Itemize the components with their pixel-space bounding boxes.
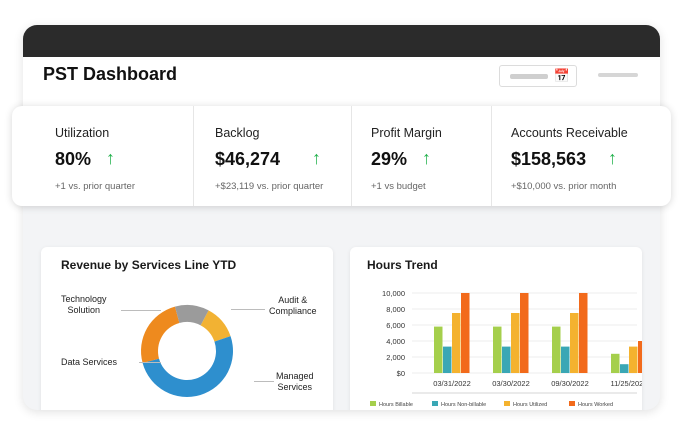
legend-label: Hours Non-billable <box>441 402 486 408</box>
bar-2-1 <box>561 346 570 373</box>
leader-line-data <box>139 362 161 363</box>
bar-1-0 <box>493 326 502 373</box>
kpi-label: Backlog <box>215 126 260 140</box>
kpi-divider <box>193 106 194 206</box>
y-tick-label: 8,000 <box>386 305 405 314</box>
y-tick-label: 2,000 <box>386 353 405 362</box>
trend-up-icon: ↑ <box>312 148 321 168</box>
trend-up-icon: ↑ <box>422 148 431 168</box>
kpi-label: Profit Margin <box>371 126 442 140</box>
bar-0-1 <box>443 346 452 373</box>
kpi-comparison: +$23,119 vs. prior quarter <box>215 181 324 192</box>
kpi-value: 29% <box>371 149 408 169</box>
donut-slice-0 <box>200 310 231 342</box>
bar-1-1 <box>502 346 511 373</box>
leader-line-technology <box>121 310 161 311</box>
trend-up-icon: ↑ <box>106 148 115 168</box>
kpi-backlog: Backlog $46,274 ↑ +$23,119 vs. prior qua… <box>194 106 350 206</box>
leader-line-managed <box>254 381 274 382</box>
revenue-chart-title: Revenue by Services Line YTD <box>61 258 237 272</box>
legend-label: Hours Utilized <box>513 402 547 408</box>
kpi-label: Utilization <box>55 126 110 140</box>
bar-3-2 <box>629 346 638 373</box>
calendar-icon[interactable]: 📅 <box>553 68 570 83</box>
y-tick-label: 6,000 <box>386 321 405 330</box>
legend-swatch <box>370 401 376 406</box>
donut-slice-1 <box>142 336 233 397</box>
kpi-profit-margin: Profit Margin 29% ↑ +1 vs budget <box>352 106 490 206</box>
kpi-accounts-receivable: Accounts Receivable $158,563 ↑ +$10,000 … <box>492 106 671 206</box>
kpi-value: 80% <box>55 149 92 169</box>
kpi-comparison: +1 vs budget <box>371 181 426 192</box>
donut-label-data: Data Services <box>61 357 118 367</box>
x-tick-label: 03/31/2022 <box>433 379 471 388</box>
bar-3-3 <box>638 341 642 373</box>
y-tick-label: 10,000 <box>382 289 405 298</box>
bar-1-2 <box>511 313 520 373</box>
date-range-placeholder <box>510 74 548 79</box>
x-tick-label: 03/30/2022 <box>492 379 530 388</box>
revenue-donut-chart <box>141 305 233 397</box>
legend-swatch <box>504 401 510 406</box>
bar-0-3 <box>461 293 470 373</box>
legend-swatch <box>569 401 575 406</box>
date-range-picker[interactable]: 📅 <box>499 65 577 87</box>
kpi-comparison: +1 vs. prior quarter <box>55 181 135 192</box>
bar-2-2 <box>570 313 579 373</box>
bar-3-0 <box>611 353 620 373</box>
bar-2-0 <box>552 326 561 373</box>
window-top-bar <box>23 25 660 57</box>
revenue-panel: Revenue by Services Line YTD Technology … <box>41 247 333 410</box>
dashboard-window: PST Dashboard 📅 Revenue by Services Line… <box>23 25 660 410</box>
hours-bar-chart: 10,000 8,000 6,000 4,000 2,000 $0 03/31/2022 03… <box>370 289 642 408</box>
donut-label-managed: Managed Services <box>276 371 314 392</box>
kpi-value: $158,563 <box>511 149 587 169</box>
kpi-utilization: Utilization 80% ↑ +1 vs. prior quarter <box>12 106 192 206</box>
bar-1-3 <box>520 293 529 373</box>
legend-swatch <box>432 401 438 406</box>
donut-label-technology: Technology Solution <box>61 294 107 315</box>
donut-label-audit: Audit & Compliance <box>269 295 317 316</box>
bar-3-1 <box>620 364 629 373</box>
x-tick-label: 09/30/2022 <box>551 379 589 388</box>
x-tick-label: 11/25/2022 <box>611 379 642 388</box>
legend-label: Hours Worked <box>578 402 613 408</box>
bar-2-3 <box>579 293 588 373</box>
donut-slice-2 <box>141 306 180 364</box>
leader-line-audit <box>231 309 265 310</box>
page-title: PST Dashboard <box>43 64 178 84</box>
kpi-comparison: +$10,000 vs. prior month <box>511 181 617 192</box>
kpi-divider <box>491 106 492 206</box>
hours-chart-title: Hours Trend <box>367 258 438 272</box>
legend-label: Hours Billable <box>379 402 413 408</box>
bar-0-0 <box>434 326 443 373</box>
trend-up-icon: ↑ <box>608 148 617 168</box>
hours-panel: Hours Trend 10,000 8,000 6,000 4,000 2,000 $0… <box>350 247 642 410</box>
kpi-divider <box>351 106 352 206</box>
bar-0-2 <box>452 313 461 373</box>
menu-bar-icon[interactable] <box>598 73 638 77</box>
donut-slice-3 <box>174 305 209 326</box>
y-tick-label: 4,000 <box>386 337 405 346</box>
kpi-label: Accounts Receivable <box>511 126 628 140</box>
kpi-value: $46,274 <box>215 149 281 169</box>
y-tick-label: $0 <box>397 369 405 378</box>
kpi-strip: Utilization 80% ↑ +1 vs. prior quarter B… <box>12 106 671 206</box>
